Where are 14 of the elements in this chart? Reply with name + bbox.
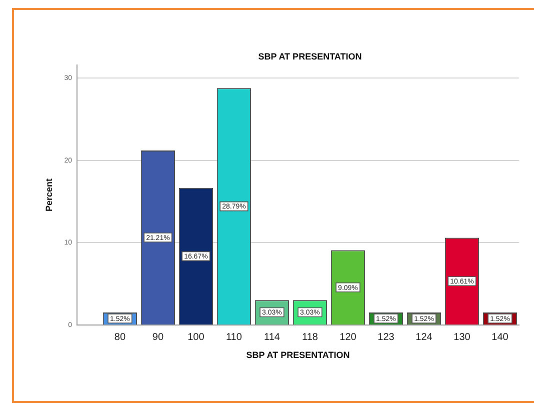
x-tick-label: 140 xyxy=(492,332,509,343)
x-axis-title: SBP AT PRESENTATION xyxy=(246,350,350,360)
y-axis-title: Percent xyxy=(44,178,54,212)
x-tick-label: 123 xyxy=(378,332,395,343)
x-tick-label: 118 xyxy=(302,332,318,343)
x-tick-label: 124 xyxy=(416,332,433,343)
x-tick-label: 100 xyxy=(188,332,205,343)
x-tick-label: 130 xyxy=(454,332,471,343)
x-tick-label: 120 xyxy=(340,332,357,343)
x-tick-label: 114 xyxy=(264,332,280,343)
x-tick-label: 80 xyxy=(114,332,126,343)
x-tick-label: 110 xyxy=(226,332,242,343)
chart-title: SBP AT PRESENTATION xyxy=(258,51,362,62)
x-tick-label: 90 xyxy=(152,332,164,343)
